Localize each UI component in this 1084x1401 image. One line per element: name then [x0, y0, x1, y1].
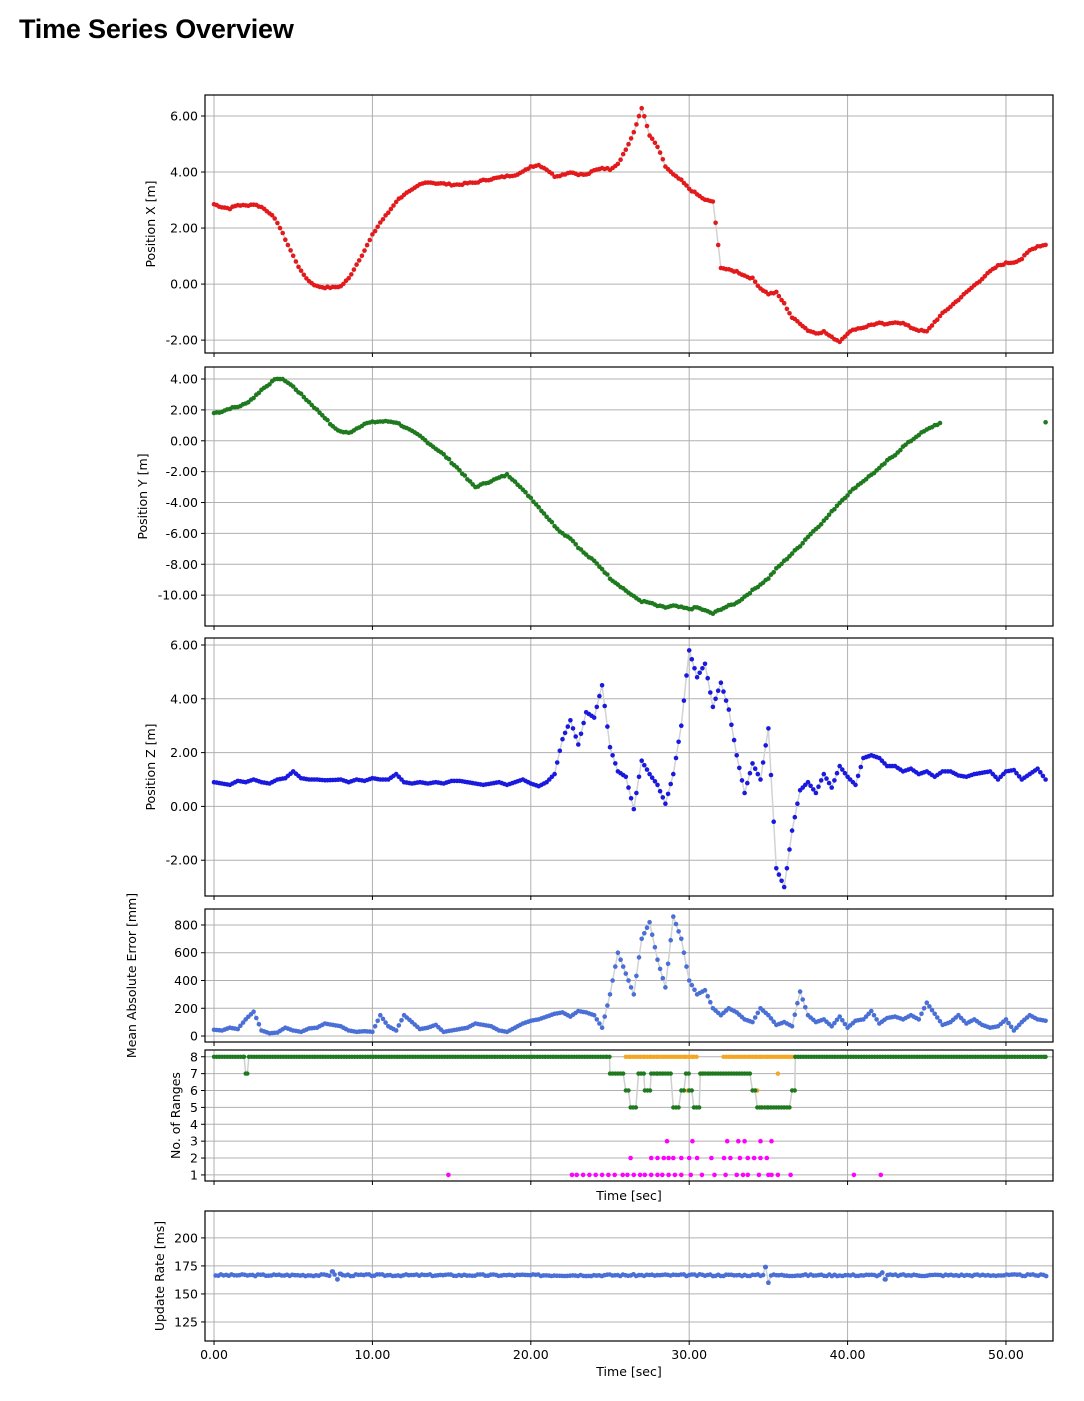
chart-panel-update_rate: 125 150 175 200 Update Rate [ms] 0.00 10.00 20.…: [152, 1210, 1054, 1379]
axes-frame: [204, 1210, 1054, 1342]
y-tick-label: 4.00: [170, 165, 198, 180]
y-tick-label: 0.00: [170, 799, 198, 814]
y-tick-label: 175: [174, 1258, 198, 1273]
x-tick-label: 50.00: [988, 1347, 1024, 1362]
series-mae: [211, 914, 1048, 1036]
y-tick-label: 200: [174, 1230, 198, 1245]
grid-lines: [205, 367, 1053, 626]
chart-panel-mae: 0 200 400 600 800 Mean Absolute Error [mm]: [124, 893, 1054, 1058]
y-axis-label: Position Z [m]: [143, 723, 158, 810]
y-tick-label: -8.00: [166, 557, 198, 572]
chart-panel-pos_z: -2.00 0.00 2.00 4.00 6.00 Position Z [m]: [143, 637, 1054, 900]
y-tick-label: 2.00: [170, 745, 198, 760]
grid-lines: [205, 1050, 1053, 1181]
axes-frame: [204, 366, 1054, 627]
y-axis-label: Position X [m]: [143, 180, 158, 267]
axes-frame: [204, 1049, 1054, 1182]
y-tick-label: 2: [190, 1151, 198, 1166]
y-tick-label: 800: [174, 917, 198, 932]
y-tick-label: -4.00: [166, 495, 198, 510]
y-tick-label: 2.00: [170, 402, 198, 417]
y-tick-label: 0.00: [170, 277, 198, 292]
x-tick-label: 40.00: [830, 1347, 866, 1362]
y-tick-label: 125: [174, 1314, 198, 1329]
y-axis-label: Mean Absolute Error [mm]: [124, 893, 139, 1058]
y-tick-label: 600: [174, 945, 198, 960]
series-update_rate: [213, 1264, 1049, 1286]
chart-panel-ranges: 12 3 4 5 6 7 8 No. of Ranges Time [sec]: [168, 1049, 1054, 1203]
series-pos_y: [211, 376, 1048, 616]
y-tick-label: -6.00: [166, 526, 198, 541]
y-tick-label: 6.00: [170, 637, 198, 652]
y-tick-label: -2.00: [166, 333, 198, 348]
x-axis-label: Time [sec]: [595, 1188, 661, 1203]
y-tick-label: 6: [190, 1083, 198, 1098]
y-tick-label: 400: [174, 973, 198, 988]
axes-frame: [204, 637, 1054, 897]
y-tick-label: 200: [174, 1001, 198, 1016]
y-tick-label: 4: [190, 1117, 198, 1132]
y-tick-label: -2.00: [166, 853, 198, 868]
page-title: Time Series Overview: [19, 14, 294, 44]
grid-lines: [205, 95, 1053, 353]
x-tick-label: 0.00: [200, 1347, 228, 1362]
x-tick-label: 30.00: [671, 1347, 707, 1362]
y-tick-label: 2.00: [170, 221, 198, 236]
grid-lines: [205, 909, 1053, 1042]
chart-panel-pos_y: -10.00 -8.00 -6.00 -4.00 -2.00 0.00 2.00 4.00 Po…: [135, 366, 1054, 630]
chart-panel-pos_x: -2.00 0.00 2.00 4.00 6.00 Position X [m]: [143, 94, 1054, 357]
x-tick-label: 10.00: [355, 1347, 391, 1362]
x-axis-label: Time [sec]: [595, 1364, 661, 1379]
y-tick-label: 1: [190, 1167, 198, 1182]
y-tick-label: -2.00: [166, 464, 198, 479]
axes-frame: [204, 94, 1054, 354]
series-pos_x: [211, 105, 1048, 345]
y-tick-label: 150: [174, 1286, 198, 1301]
y-tick-label: -10.00: [158, 588, 198, 603]
axes-frame: [204, 908, 1054, 1043]
series-pos_z: [211, 648, 1048, 890]
y-tick-label: 4.00: [170, 372, 198, 387]
y-tick-label: 6.00: [170, 109, 198, 124]
grid-lines: [205, 638, 1053, 896]
x-tick-label: 20.00: [513, 1347, 549, 1362]
y-axis-label: Update Rate [ms]: [152, 1221, 167, 1331]
y-tick-label: 7: [190, 1066, 198, 1081]
y-tick-label: 5: [190, 1100, 198, 1115]
y-axis-label: Position Y [m]: [135, 453, 150, 539]
y-axis-label: No. of Ranges: [168, 1072, 183, 1159]
y-tick-label: 8: [190, 1049, 198, 1064]
y-tick-label: 3: [190, 1134, 198, 1149]
series-ranges: [211, 1054, 1048, 1178]
y-tick-label: 0.00: [170, 433, 198, 448]
y-tick-label: 0: [190, 1029, 198, 1044]
y-tick-label: 4.00: [170, 691, 198, 706]
